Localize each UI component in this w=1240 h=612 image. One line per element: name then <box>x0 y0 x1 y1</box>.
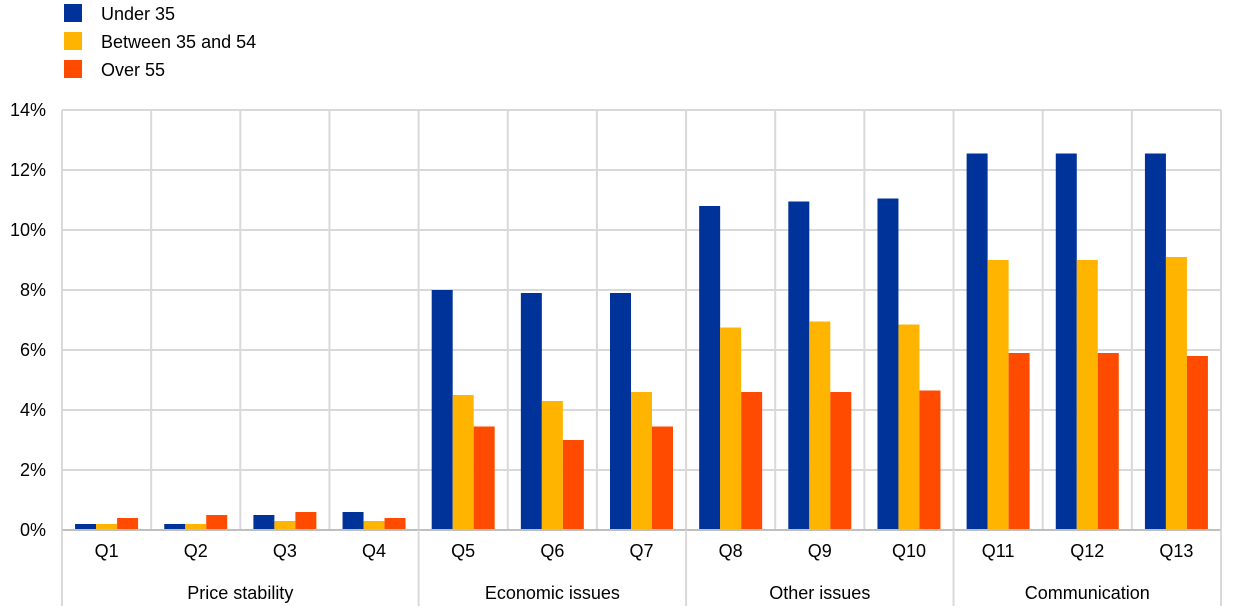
legend: Under 35 Between 35 and 54 Over 55 <box>64 4 256 80</box>
bar-between-35-and-54-q1 <box>96 524 118 530</box>
category-label: Q2 <box>184 541 208 561</box>
bar-under-35-q4 <box>342 512 364 530</box>
legend-swatch <box>64 4 82 22</box>
bar-over-55-q5 <box>473 426 495 530</box>
bar-over-55-q2 <box>206 515 228 530</box>
bar-between-35-and-54-q5 <box>452 395 474 530</box>
legend-label: Between 35 and 54 <box>101 32 256 52</box>
category-label: Q7 <box>629 541 653 561</box>
bar-between-35-and-54-q9 <box>809 321 831 530</box>
y-tick-label: 0% <box>20 520 46 540</box>
group-label: Other issues <box>769 583 870 603</box>
y-tick-label: 10% <box>10 220 46 240</box>
bar-under-35-q1 <box>75 524 97 530</box>
bar-under-35-q13 <box>1144 153 1166 530</box>
gridlines <box>61 109 1222 530</box>
x-axis: Q1 Q2 Q3 Q4 Q5 Q6 Q7 Q8 Q9 Q10 Q11 Q12 Q13 Price stab… <box>61 529 1222 606</box>
bar-over-55-q13 <box>1186 356 1208 530</box>
bars <box>75 153 1208 530</box>
bar-over-55-q11 <box>1008 353 1030 530</box>
category-label: Q1 <box>95 541 119 561</box>
category-label: Q13 <box>1159 541 1193 561</box>
category-label: Q6 <box>540 541 564 561</box>
bar-under-35-q8 <box>699 206 721 530</box>
group-label: Communication <box>1025 583 1150 603</box>
group-label: Price stability <box>187 583 293 603</box>
bar-over-55-q10 <box>919 390 941 530</box>
y-tick-label: 8% <box>20 280 46 300</box>
category-label: Q8 <box>719 541 743 561</box>
legend-label: Under 35 <box>101 4 175 24</box>
bar-between-35-and-54-q12 <box>1076 260 1098 530</box>
bar-under-35-q9 <box>788 201 810 530</box>
bar-over-55-q4 <box>384 518 406 530</box>
bar-over-55-q8 <box>741 392 763 530</box>
category-label: Q9 <box>808 541 832 561</box>
bar-over-55-q1 <box>117 518 139 530</box>
bar-between-35-and-54-q7 <box>631 392 652 530</box>
bar-over-55-q7 <box>652 426 673 530</box>
category-label: Q11 <box>982 541 1015 561</box>
y-tick-label: 4% <box>20 400 46 420</box>
bar-between-35-and-54-q11 <box>987 260 1009 530</box>
category-label: Q4 <box>362 541 386 561</box>
bar-under-35-q2 <box>164 524 186 530</box>
bar-between-35-and-54-q4 <box>363 521 385 530</box>
bar-under-35-q11 <box>966 153 988 530</box>
bar-under-35-q7 <box>610 293 631 530</box>
y-tick-label: 6% <box>20 340 46 360</box>
bar-under-35-q6 <box>520 293 542 530</box>
category-label: Q5 <box>451 541 475 561</box>
legend-label: Over 55 <box>101 60 165 80</box>
bar-between-35-and-54-q13 <box>1165 257 1187 530</box>
bar-under-35-q5 <box>431 290 453 530</box>
y-axis: 0% 2% 4% 6% 8% 10% 12% 14% <box>10 100 46 540</box>
y-tick-label: 2% <box>20 460 46 480</box>
legend-swatch <box>64 60 82 78</box>
bar-between-35-and-54-q8 <box>720 327 742 530</box>
bar-over-55-q6 <box>562 440 584 530</box>
category-label: Q3 <box>273 541 297 561</box>
bar-between-35-and-54-q10 <box>898 324 920 530</box>
bar-under-35-q3 <box>253 515 275 530</box>
category-label: Q10 <box>892 541 926 561</box>
group-label: Economic issues <box>485 583 620 603</box>
bar-over-55-q3 <box>295 512 317 530</box>
bar-over-55-q9 <box>830 392 852 530</box>
bar-between-35-and-54-q6 <box>541 401 563 530</box>
bar-between-35-and-54-q3 <box>274 521 296 530</box>
bar-between-35-and-54-q2 <box>185 524 207 530</box>
bar-under-35-q10 <box>877 198 899 530</box>
bar-over-55-q12 <box>1097 353 1119 530</box>
bar-under-35-q12 <box>1055 153 1077 530</box>
y-tick-label: 12% <box>10 160 46 180</box>
category-label: Q12 <box>1070 541 1104 561</box>
y-tick-label: 14% <box>10 100 46 120</box>
legend-swatch <box>64 32 82 50</box>
